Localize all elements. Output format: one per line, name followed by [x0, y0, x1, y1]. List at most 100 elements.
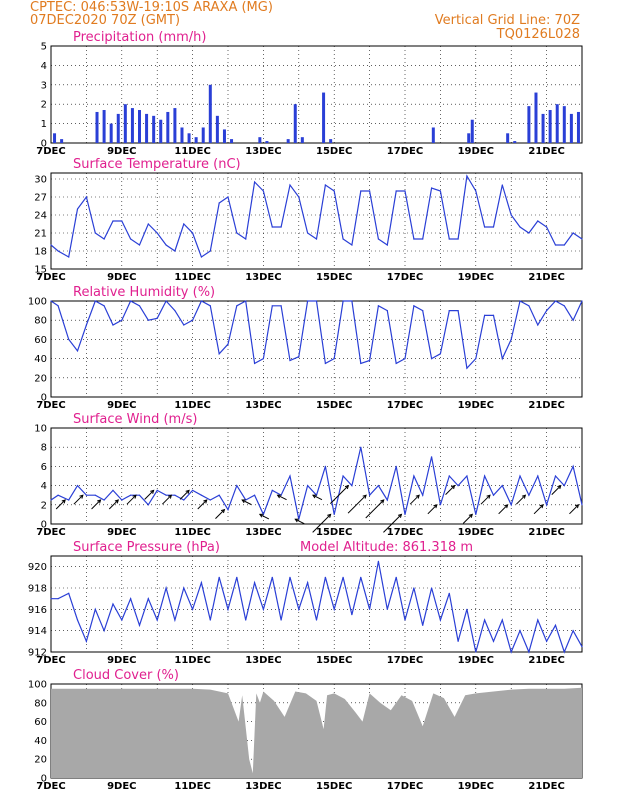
wind-point-54	[528, 494, 530, 496]
humidity-point-58	[563, 305, 565, 307]
wind-arrowhead-2	[97, 499, 102, 504]
humidity-point-46	[457, 310, 459, 312]
temperature-xtick-0: 7DEC	[36, 272, 65, 283]
temperature-point-17	[200, 256, 203, 258]
pressure-point-16	[192, 608, 194, 610]
temperature-point-27	[289, 184, 291, 186]
cloud-title: Cloud Cover (%)	[73, 668, 179, 683]
pressure-point-35	[360, 576, 362, 578]
pressure-ytick-3: 918	[28, 584, 47, 595]
pressure-point-8	[121, 619, 123, 621]
humidity-point-29	[307, 300, 309, 302]
temperature-point-12	[156, 232, 158, 234]
humidity-xtick-6: 19DEC	[458, 400, 494, 411]
wind-arrowhead-28	[557, 484, 562, 490]
humidity-point-35	[360, 362, 362, 364]
temperature-point-42	[422, 238, 424, 240]
precipitation-xtick-2: 11DEC	[174, 146, 210, 157]
temperature-point-33	[342, 238, 344, 240]
humidity-point-3	[76, 350, 79, 352]
temperature-point-24	[262, 190, 264, 192]
wind-title: Surface Wind (m/s)	[73, 412, 197, 427]
precipitation-bar-8	[138, 110, 141, 143]
wind-point-10	[138, 494, 141, 496]
wind-arrowhead-13	[294, 518, 299, 523]
humidity-point-42	[422, 310, 424, 312]
temperature-ytick-3: 24	[34, 211, 47, 222]
precipitation-bar-30	[467, 133, 471, 143]
temperature-point-56	[546, 226, 548, 228]
temperature-point-60	[581, 238, 583, 240]
wind-arrowhead-10	[241, 499, 246, 504]
wind-point-8	[121, 499, 123, 501]
temperature-frame	[50, 172, 583, 270]
wind-point-51	[501, 485, 503, 487]
wind-arrowhead-14	[312, 494, 317, 499]
wind-arrow-2	[91, 499, 101, 510]
humidity-xtick-4: 15DEC	[316, 400, 352, 411]
temperature-point-59	[572, 232, 574, 234]
temperature-point-20	[227, 196, 229, 198]
humidity-point-48	[475, 358, 477, 360]
wind-point-57	[554, 475, 557, 477]
wind-arrow-16	[330, 485, 349, 504]
pressure-point-60	[581, 646, 583, 648]
precipitation-ytick-3: 3	[41, 80, 47, 91]
humidity-point-13	[165, 300, 167, 302]
pressure-xtick-0: 7DEC	[36, 655, 65, 666]
wind-point-18	[209, 499, 211, 501]
wind-point-59	[572, 465, 574, 467]
pressure-point-12	[156, 619, 158, 621]
cloud-ytick-5: 100	[28, 680, 47, 691]
pressure-xtick-3: 13DEC	[245, 655, 281, 666]
pressure-point-28	[298, 608, 300, 610]
humidity-point-26	[280, 305, 282, 307]
pressure-point-32	[333, 608, 335, 610]
wind-ytick-1: 2	[41, 500, 47, 511]
wind-arrow-19	[383, 514, 402, 533]
wind-arrow-4	[126, 494, 137, 505]
humidity-xtick-3: 13DEC	[245, 400, 281, 411]
humidity-ytick-3: 60	[34, 335, 47, 346]
pressure-point-48	[475, 651, 477, 653]
temperature-point-7	[112, 220, 114, 222]
temperature-xtick-1: 9DEC	[107, 272, 136, 283]
wind-point-55	[537, 475, 539, 477]
humidity-xtick-7: 21DEC	[528, 400, 564, 411]
temperature-point-18	[209, 250, 211, 252]
pressure-point-26	[280, 619, 282, 621]
wind-arrowhead-6	[167, 494, 173, 499]
wind-ytick-2: 4	[41, 481, 47, 492]
precipitation-bar-29	[431, 127, 435, 143]
humidity-point-59	[572, 319, 574, 321]
cloud-xtick-4: 15DEC	[316, 781, 352, 792]
wind-arrow-11	[259, 513, 270, 520]
temperature-point-3	[76, 208, 79, 210]
pressure-point-45	[448, 592, 450, 594]
wind-point-25	[271, 489, 273, 491]
pressure-xtick-7: 21DEC	[528, 655, 564, 666]
wind-xtick-2: 11DEC	[174, 527, 210, 538]
precipitation-bar-35	[534, 92, 538, 143]
humidity-xtick-1: 9DEC	[107, 400, 136, 411]
precipitation-bar-9	[145, 113, 149, 143]
wind-line	[50, 447, 583, 520]
wind-point-17	[200, 494, 203, 496]
precipitation-bar-21	[230, 139, 234, 143]
precipitation-bar-17	[201, 127, 205, 143]
temperature-point-25	[271, 226, 273, 228]
wind-point-29	[307, 485, 309, 487]
humidity-point-47	[466, 367, 468, 369]
pressure-frame	[50, 555, 583, 653]
pressure-point-43	[430, 587, 433, 589]
pressure-point-1	[57, 598, 59, 600]
temperature-point-32	[333, 190, 335, 192]
temperature-point-29	[307, 232, 309, 234]
humidity-point-4	[85, 324, 87, 326]
humidity-xtick-2: 11DEC	[174, 400, 210, 411]
humidity-point-6	[103, 305, 105, 307]
wind-xtick-7: 21DEC	[528, 527, 564, 538]
pressure-point-47	[466, 608, 468, 610]
humidity-xtick-0: 7DEC	[36, 400, 65, 411]
temperature-ytick-1: 18	[34, 247, 47, 258]
